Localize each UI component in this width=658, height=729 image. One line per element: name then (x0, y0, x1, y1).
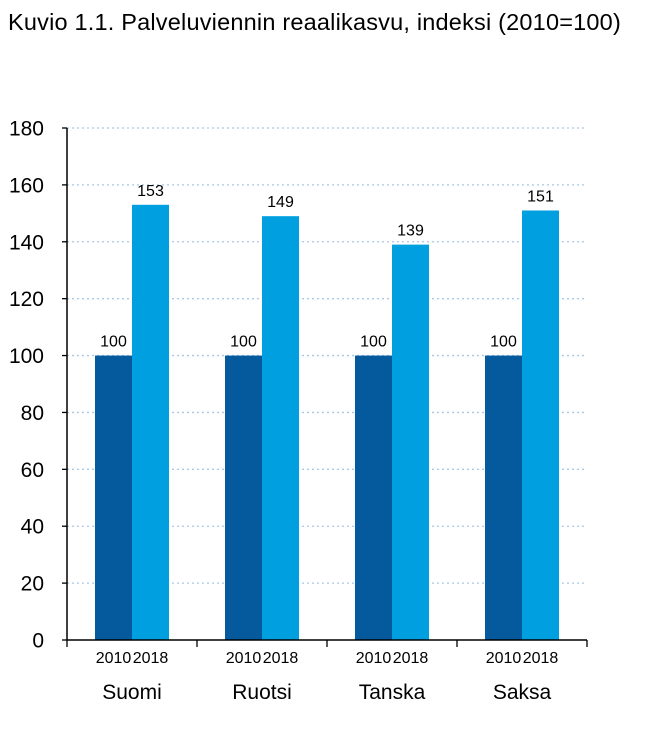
bar-2018-tanska (392, 244, 429, 640)
series-label: 2018 (133, 650, 169, 667)
labels: 0 20 40 60 80 100 120 140 160 180 100 2010 153 2018 Su… (9, 118, 558, 705)
bar-2018-saksa (522, 210, 559, 640)
category-label: Tanska (359, 681, 426, 704)
bar-2010-ruotsi (225, 355, 262, 640)
y-tick-label: 160 (9, 174, 44, 197)
chart-title: Kuvio 1.1. Palveluviennin reaalikasvu, i… (8, 9, 621, 35)
bar-2018-ruotsi (262, 216, 299, 640)
category-label: Ruotsi (232, 681, 292, 704)
y-tick-label: 80 (21, 402, 44, 425)
series-label: 2010 (96, 650, 132, 667)
series-label: 2010 (486, 650, 522, 667)
series-label: 2018 (263, 650, 299, 667)
y-tick-label: 140 (9, 231, 44, 254)
bar-2010-tanska (355, 355, 392, 640)
bar-2010-suomi (95, 355, 132, 640)
data-label: 100 (490, 334, 517, 351)
axes (62, 127, 588, 647)
data-label: 153 (137, 183, 164, 200)
series-label: 2018 (393, 650, 429, 667)
series-label: 2018 (523, 650, 559, 667)
data-label: 100 (230, 334, 257, 351)
data-label: 139 (397, 223, 424, 240)
y-tick-label: 100 (9, 345, 44, 368)
bar-2010-saksa (485, 355, 522, 640)
category-label: Suomi (102, 681, 162, 704)
bars (95, 204, 559, 641)
series-label: 2010 (226, 650, 262, 667)
y-tick-label: 60 (21, 459, 44, 482)
data-label: 100 (100, 334, 127, 351)
y-tick-label: 20 (21, 573, 44, 596)
y-tick-label: 180 (9, 118, 44, 141)
bar-2018-suomi (132, 204, 169, 641)
y-tick-label: 120 (9, 288, 44, 311)
y-tick-label: 0 (32, 630, 44, 653)
data-label: 151 (527, 188, 554, 205)
category-label: Saksa (493, 681, 552, 704)
data-label: 149 (267, 194, 294, 211)
y-tick-label: 40 (21, 516, 44, 539)
series-label: 2010 (356, 650, 392, 667)
data-label: 100 (360, 334, 387, 351)
